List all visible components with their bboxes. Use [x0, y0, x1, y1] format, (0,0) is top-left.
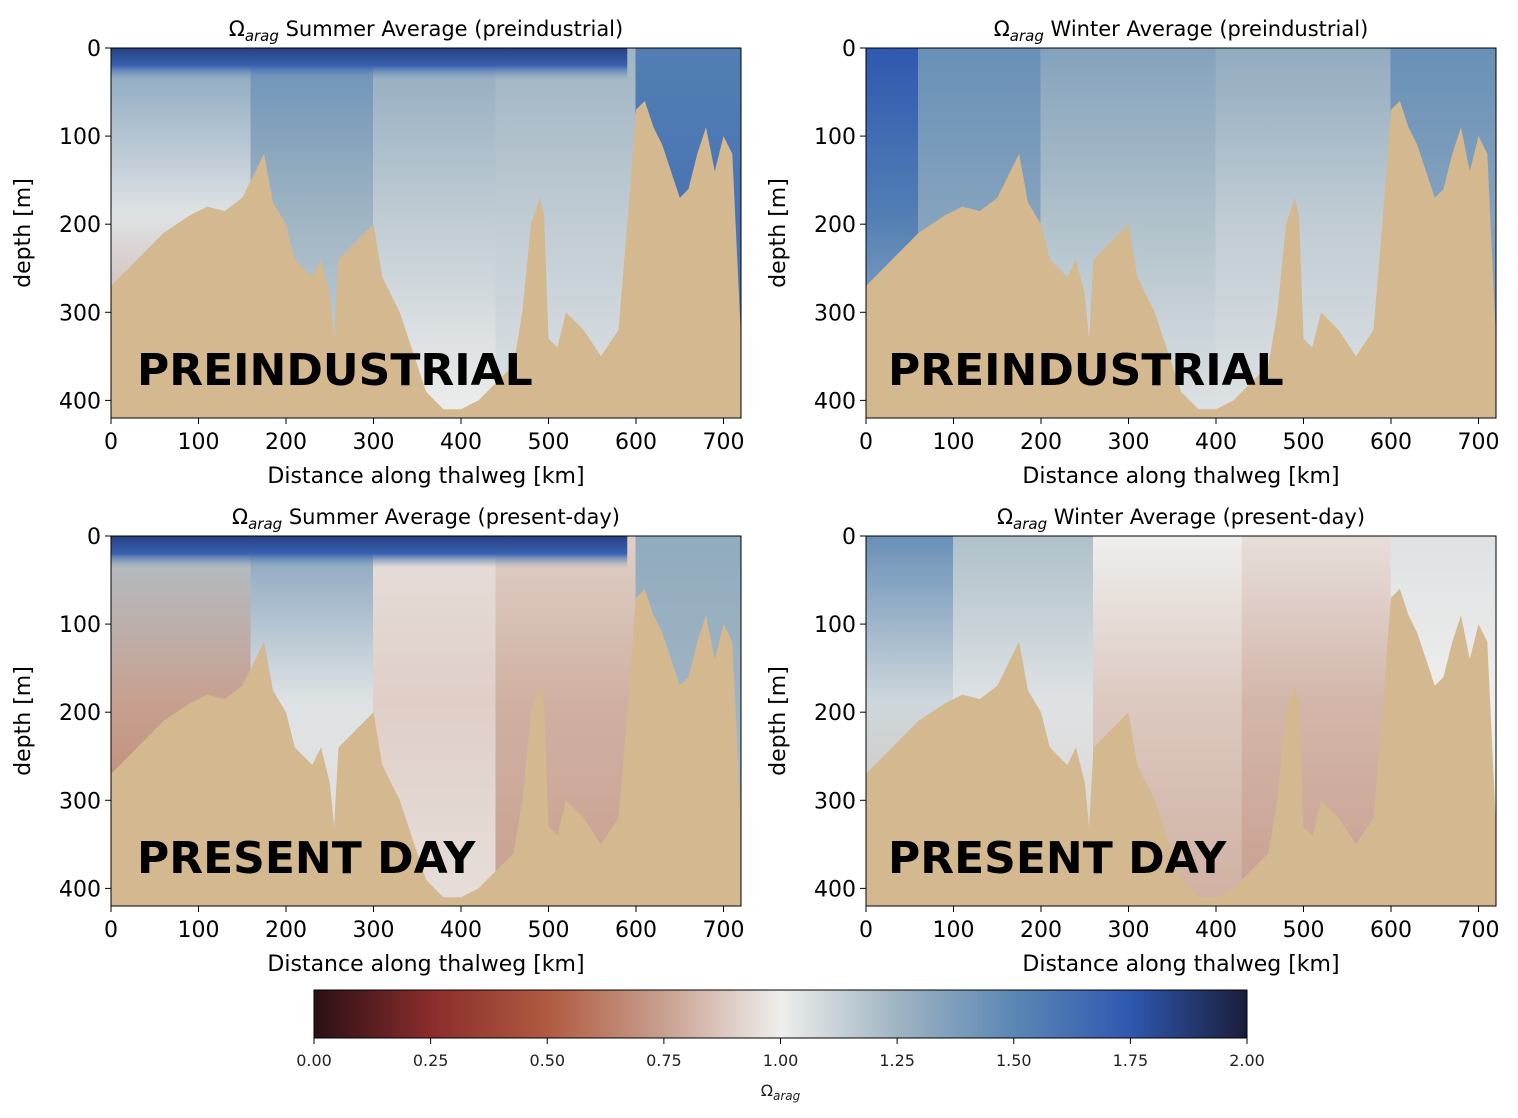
x-tick-label: 600: [615, 918, 657, 943]
seafloor: [866, 588, 1496, 906]
y-axis-label: depth [m]: [766, 178, 791, 288]
colorbar-tick-label: 0.50: [529, 1051, 565, 1070]
colorbar-tick-label: 1.25: [879, 1051, 915, 1070]
panel-summer-pre: PREINDUSTRIAL Ωarag Summer Average (prein…: [11, 17, 745, 489]
x-tick-label: 500: [528, 430, 570, 455]
x-tick-label: 400: [1195, 918, 1237, 943]
plot-area: [111, 48, 741, 418]
x-tick-label: 200: [265, 430, 307, 455]
x-tick-label: 700: [703, 430, 745, 455]
surface-layer: [111, 48, 628, 80]
y-tick-label: 0: [842, 525, 856, 550]
x-tick-label: 100: [178, 918, 220, 943]
chart-title: Ωarag Summer Average (present-day): [232, 505, 620, 533]
y-tick-label: 300: [59, 301, 101, 326]
panel-winter-present: PRESENT DAY Ωarag Winter Average (present…: [766, 505, 1500, 977]
x-tick-label: 0: [859, 918, 873, 943]
overlay-label: PRESENT DAY: [888, 833, 1227, 884]
axes-frame: [865, 47, 1497, 419]
chart-title: Ωarag Winter Average (preindustrial): [994, 17, 1369, 45]
y-tick-label: 200: [814, 701, 856, 726]
y-tick-label: 300: [814, 789, 856, 814]
x-tick-label: 500: [1283, 918, 1325, 943]
colorbar-tick-label: 1.75: [1113, 1051, 1149, 1070]
x-tick-label: 100: [933, 430, 975, 455]
panel-winter-pre: PREINDUSTRIAL Ωarag Winter Average (prein…: [766, 17, 1500, 489]
x-tick-label: 700: [1458, 430, 1500, 455]
colorbar-tick-label: 1.50: [996, 1051, 1032, 1070]
plot-area: [866, 48, 1496, 418]
axes-frame: [865, 535, 1497, 907]
x-tick-label: 100: [933, 918, 975, 943]
colorbar-tick-label: 1.00: [763, 1051, 799, 1070]
x-tick-label: 400: [440, 430, 482, 455]
x-tick-label: 100: [178, 430, 220, 455]
y-tick-label: 300: [814, 301, 856, 326]
x-tick-label: 700: [1458, 918, 1500, 943]
y-tick-label: 400: [814, 877, 856, 902]
seafloor: [111, 588, 741, 906]
panel-summer-present: PRESENT DAY Ωarag Summer Average (present…: [11, 505, 745, 977]
x-tick-label: 600: [1370, 918, 1412, 943]
y-tick-label: 100: [814, 613, 856, 638]
x-tick-label: 400: [1195, 430, 1237, 455]
seafloor: [866, 100, 1496, 418]
x-tick-label: 0: [104, 918, 118, 943]
y-tick-label: 200: [59, 213, 101, 238]
x-tick-label: 300: [1108, 918, 1150, 943]
overlay-label: PRESENT DAY: [137, 833, 476, 884]
y-tick-label: 200: [59, 701, 101, 726]
y-tick-label: 100: [59, 125, 101, 150]
x-tick-label: 200: [1020, 430, 1062, 455]
plot-area: [866, 536, 1496, 906]
colorbar-gradient: [313, 989, 1248, 1039]
colorbar-label: Ωarag: [761, 1081, 801, 1103]
y-tick-label: 0: [87, 37, 101, 62]
axes-frame: [110, 47, 742, 419]
colorbar-tick-label: 0.25: [413, 1051, 449, 1070]
colorbar-tick-label: 0.75: [646, 1051, 682, 1070]
x-axis-label: Distance along thalweg [km]: [267, 464, 584, 489]
y-axis-label: depth [m]: [11, 178, 36, 288]
plot-area: [111, 536, 741, 906]
chart-title: Ωarag Summer Average (preindustrial): [229, 17, 623, 45]
y-tick-label: 0: [87, 525, 101, 550]
y-tick-label: 400: [814, 389, 856, 414]
overlay-label: PREINDUSTRIAL: [137, 345, 533, 396]
y-tick-label: 100: [814, 125, 856, 150]
x-axis-label: Distance along thalweg [km]: [267, 952, 584, 977]
x-tick-label: 700: [703, 918, 745, 943]
colorbar-tick-label: 0.00: [296, 1051, 332, 1070]
x-tick-label: 0: [859, 430, 873, 455]
chart-title: Ωarag Winter Average (present-day): [997, 505, 1365, 533]
x-tick-label: 600: [615, 430, 657, 455]
x-tick-label: 200: [1020, 918, 1062, 943]
colorbar: 0.00 0.25 0.50 0.75 1.00 1.25 1.50 1.75 2.00 Ωara…: [296, 989, 1265, 1103]
x-tick-label: 300: [353, 918, 395, 943]
y-tick-label: 300: [59, 789, 101, 814]
y-tick-label: 0: [842, 37, 856, 62]
x-tick-label: 200: [265, 918, 307, 943]
y-axis-label: depth [m]: [766, 666, 791, 776]
y-tick-label: 100: [59, 613, 101, 638]
overlay-label: PREINDUSTRIAL: [888, 345, 1284, 396]
x-tick-label: 400: [440, 918, 482, 943]
x-tick-label: 500: [1283, 430, 1325, 455]
y-tick-label: 200: [814, 213, 856, 238]
axes-frame: [110, 535, 742, 907]
x-axis-label: Distance along thalweg [km]: [1022, 464, 1339, 489]
surface-layer: [111, 536, 628, 568]
x-tick-label: 600: [1370, 430, 1412, 455]
colorbar-tick-label: 2.00: [1229, 1051, 1265, 1070]
y-tick-label: 400: [59, 877, 101, 902]
x-tick-label: 300: [353, 430, 395, 455]
seafloor: [111, 100, 741, 418]
x-tick-label: 500: [528, 918, 570, 943]
y-tick-label: 400: [59, 389, 101, 414]
y-axis-label: depth [m]: [11, 666, 36, 776]
x-tick-label: 300: [1108, 430, 1150, 455]
x-tick-label: 0: [104, 430, 118, 455]
x-axis-label: Distance along thalweg [km]: [1022, 952, 1339, 977]
